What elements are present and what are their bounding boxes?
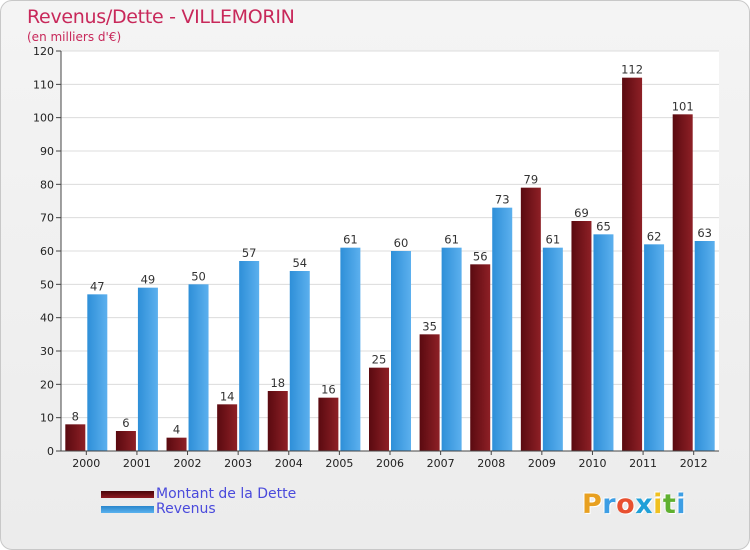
bar-debt: [672, 114, 693, 451]
bar-debt: [419, 334, 440, 451]
y-tick-label: 40: [40, 312, 54, 325]
bar-debt-label: 8: [72, 409, 79, 423]
x-tick-label: 2004: [275, 457, 303, 470]
grid-lines: [61, 50, 719, 452]
bar-revenue-label: 60: [394, 236, 409, 250]
bar-debt: [166, 437, 187, 451]
x-tick-label: 2003: [224, 457, 252, 470]
logo-letter: x: [635, 489, 654, 520]
bar-debt: [65, 424, 86, 451]
bar-debt-label: 35: [422, 319, 437, 333]
bar-revenue: [391, 251, 411, 451]
bar-revenue: [593, 234, 614, 451]
legend-label-debt: Montant de la Dette: [156, 486, 297, 502]
bar-revenue-label: 61: [546, 233, 561, 247]
bar-debt: [571, 221, 592, 451]
bar-debt-label: 16: [321, 383, 336, 397]
bar-debt-label: 56: [473, 249, 488, 263]
bar-debt: [622, 77, 643, 452]
bar-revenue: [694, 241, 715, 451]
x-tick-label: 2008: [477, 457, 505, 470]
logo-letter: P: [582, 489, 603, 520]
x-tick-label: 2006: [376, 457, 404, 470]
chart-subtitle: (en milliers d'€): [27, 30, 122, 44]
legend-label-revenue: Revenus: [156, 501, 216, 517]
bar-debt-label: 25: [372, 353, 387, 367]
x-tick-label: 2009: [528, 457, 556, 470]
bar-revenue: [137, 287, 158, 451]
y-tick-label: 30: [40, 345, 54, 358]
logo-letter: r: [602, 489, 617, 520]
bar-revenue: [239, 261, 260, 451]
logo-letter: o: [616, 489, 636, 520]
bar-debt: [470, 264, 491, 451]
y-tick-label: 10: [40, 412, 54, 425]
y-tick-label: 80: [40, 178, 54, 191]
bar-revenue-label: 50: [191, 269, 206, 283]
bars: 8 47 6 49 4 50 14 57 18 54 16 61 25 60 35 61 56 73 79 61 69 6…: [65, 63, 715, 452]
y-tick-label: 50: [40, 278, 54, 291]
bar-debt: [217, 404, 238, 451]
x-tick-label: 2010: [578, 457, 606, 470]
bar-debt-label: 101: [672, 99, 694, 113]
x-tick-label: 2012: [680, 457, 708, 470]
bar-revenue-label: 61: [444, 233, 459, 247]
logo-letter: i: [653, 489, 663, 520]
y-tick-label: 60: [40, 245, 54, 258]
bar-revenue-label: 63: [697, 226, 712, 240]
bar-revenue-label: 61: [343, 233, 358, 247]
y-tick-label: 20: [40, 378, 54, 391]
x-tick-label: 2007: [427, 457, 455, 470]
axes: 0 10 20 30 40 50 60 70 80 90 100 110 120 2000 2001 2002…: [33, 45, 719, 470]
bar-debt: [267, 391, 288, 451]
bar-debt-label: 18: [270, 376, 285, 390]
y-tick-label: 0: [47, 445, 54, 458]
logo-letter: t: [662, 489, 677, 520]
y-tick-label: 110: [33, 78, 54, 91]
x-tick-label: 2002: [174, 457, 202, 470]
bar-debt-label: 79: [524, 173, 539, 187]
y-tick-label: 90: [40, 145, 54, 158]
x-tick-label: 2011: [629, 457, 657, 470]
bar-debt-label: 69: [574, 206, 589, 220]
bar-revenue-label: 47: [90, 279, 105, 293]
legend-swatch-debt: [101, 491, 154, 498]
y-tick-label: 100: [33, 112, 54, 125]
bar-revenue-label: 54: [292, 256, 307, 270]
legend-swatch-revenue: [101, 506, 154, 513]
y-tick-label: 120: [33, 45, 54, 58]
bar-debt: [520, 187, 541, 451]
bar-debt: [115, 431, 136, 451]
x-tick-label: 2000: [72, 457, 100, 470]
x-tick-label: 2005: [325, 457, 353, 470]
bar-revenue: [289, 271, 310, 451]
bar-revenue: [87, 294, 108, 451]
bar-revenue-label: 65: [596, 219, 611, 233]
bar-revenue: [441, 247, 462, 451]
bar-debt-label: 6: [122, 416, 129, 430]
bar-revenue: [340, 247, 361, 451]
bar-debt-label: 4: [173, 423, 180, 437]
bar-revenue-label: 62: [647, 229, 662, 243]
bar-revenue: [644, 244, 665, 451]
bar-debt-label: 112: [621, 63, 643, 77]
x-tick-label: 2001: [123, 457, 151, 470]
bar-revenue: [542, 247, 563, 451]
bar-revenue-label: 49: [141, 273, 156, 287]
logo-letter: i: [676, 489, 687, 520]
chart-title: Revenus/Dette - VILLEMORIN: [27, 6, 295, 28]
bar-revenue-label: 73: [495, 193, 510, 207]
bar-debt: [318, 397, 339, 451]
bar-debt-label: 14: [220, 389, 235, 403]
y-tick-label: 70: [40, 212, 54, 225]
bar-revenue: [492, 207, 513, 451]
bar-revenue: [188, 284, 209, 451]
bar-debt: [369, 367, 389, 451]
bar-revenue-label: 57: [242, 246, 257, 260]
proxiti-logo: Proxiti: [582, 489, 686, 520]
